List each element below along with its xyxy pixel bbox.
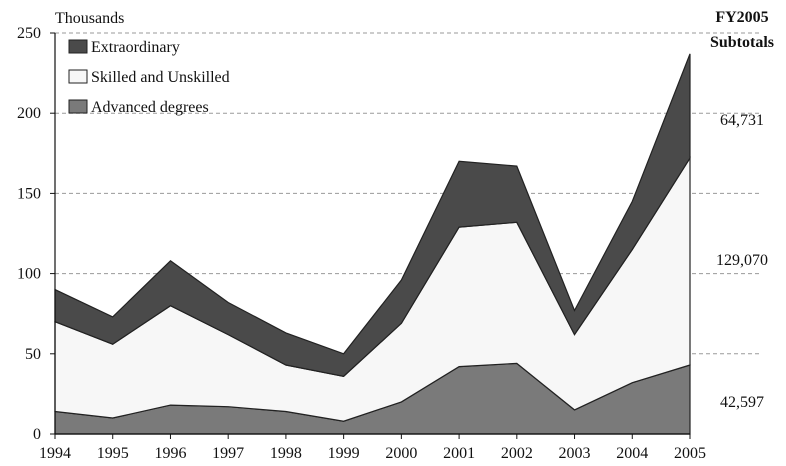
subtotal-values: 64,731 129,070 42,597 xyxy=(716,112,768,411)
legend-swatch xyxy=(68,99,88,114)
area-extraordinary xyxy=(54,53,691,377)
y-tick-label: 150 xyxy=(17,185,41,202)
axes xyxy=(54,33,690,435)
legend: Extraordinary Skilled and Unskilled Advanc… xyxy=(68,39,230,116)
x-tick-label: 1995 xyxy=(97,445,129,462)
legend-label: Extraordinary xyxy=(91,39,180,56)
subtotal-value: 42,597 xyxy=(720,394,764,411)
x-tick-label: 2002 xyxy=(501,445,533,462)
x-tick-label: 1999 xyxy=(328,445,360,462)
legend-label: Advanced degrees xyxy=(91,99,209,116)
y-tick-label: 50 xyxy=(25,346,41,363)
area-series xyxy=(54,53,691,435)
y-tick-label: 100 xyxy=(17,266,41,283)
x-tick-label: 2000 xyxy=(385,445,417,462)
y-tick-label: 0 xyxy=(33,426,41,443)
x-tick-label: 2004 xyxy=(616,445,648,462)
x-tick-label: 1994 xyxy=(39,445,71,462)
x-tick-label: 1998 xyxy=(270,445,302,462)
subtotals-heading-line2: Subtotals xyxy=(710,34,774,51)
subtotal-value: 64,731 xyxy=(720,112,764,129)
x-tick-label: 1996 xyxy=(154,445,186,462)
subtotal-value: 129,070 xyxy=(716,252,768,269)
y-tick-label: 200 xyxy=(17,105,41,122)
y-axis-ticks: 0 50 100 150 200 250 xyxy=(17,25,55,443)
x-tick-label: 2001 xyxy=(443,445,475,462)
x-axis-ticks: 1994 1995 1996 1997 1998 1999 2000 2001 2002 2003… xyxy=(39,434,706,462)
x-tick-label: 2003 xyxy=(559,445,591,462)
legend-swatch xyxy=(68,39,88,54)
y-tick-label: 250 xyxy=(17,25,41,42)
legend-swatch xyxy=(68,69,88,84)
legend-label: Skilled and Unskilled xyxy=(91,69,230,86)
subtotals-heading-line1: FY2005 xyxy=(715,9,768,26)
x-tick-label: 1997 xyxy=(212,445,244,462)
x-tick-label: 2005 xyxy=(674,445,706,462)
y-axis-units-label: Thousands xyxy=(55,10,124,27)
